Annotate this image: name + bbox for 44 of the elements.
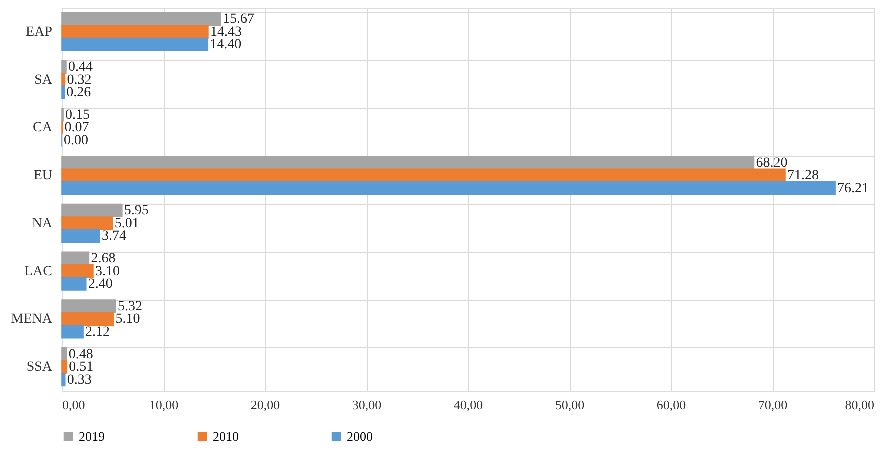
- data-label: 68.20: [756, 156, 788, 171]
- x-tick-label: 30,00: [352, 398, 382, 412]
- data-label: 5.32: [118, 299, 142, 314]
- data-label: 2.12: [86, 324, 110, 340]
- x-tick-label: 40,00: [454, 398, 484, 412]
- legend-label: 2019: [79, 428, 105, 444]
- y-tick-label: LAC: [24, 264, 52, 280]
- legend-label: 2000: [347, 428, 373, 444]
- data-label: 14.43: [210, 24, 242, 40]
- x-tick-label: 10,00: [149, 398, 179, 412]
- data-label: 71.28: [787, 168, 819, 184]
- x-tick-label: 20,00: [250, 398, 280, 412]
- data-label: 5.10: [116, 312, 140, 328]
- data-label: 2.40: [88, 277, 113, 292]
- y-tick-label: MENA: [11, 312, 54, 328]
- y-tick-label: CA: [33, 120, 54, 136]
- data-label: 5.01: [114, 216, 140, 232]
- y-tick-label: SSA: [26, 360, 54, 376]
- y-tick-label: EAP: [26, 24, 53, 40]
- data-label: 2.68: [91, 252, 116, 267]
- data-label: 0.48: [68, 347, 94, 362]
- x-tick-label: 0,00: [62, 398, 86, 412]
- x-tick-label: 80,00: [845, 398, 874, 412]
- data-label: 0.32: [67, 72, 92, 88]
- data-label: 14.40: [210, 38, 242, 53]
- x-tick-label: 70,00: [758, 398, 788, 412]
- data-label: 0.15: [66, 108, 90, 123]
- data-label: 15.67: [223, 12, 255, 28]
- data-label: 76.21: [838, 181, 870, 196]
- data-label: 3.74: [102, 229, 126, 244]
- legend-label: 2010: [213, 428, 239, 444]
- y-tick-label: NA: [32, 216, 54, 232]
- data-label: 3.10: [95, 264, 120, 280]
- x-tick-label: 50,00: [555, 398, 585, 412]
- data-label: 0.26: [66, 86, 92, 101]
- data-label: 5.95: [124, 204, 149, 219]
- y-tick-label: SA: [34, 72, 54, 88]
- y-tick-label: EU: [34, 168, 52, 184]
- x-tick-label: 60,00: [656, 398, 686, 412]
- data-label: 0.44: [68, 60, 93, 76]
- data-label: 0.51: [69, 360, 94, 376]
- data-label: 0.07: [64, 120, 90, 136]
- data-label: 0.33: [67, 372, 92, 388]
- data-label: 0.00: [64, 133, 88, 148]
